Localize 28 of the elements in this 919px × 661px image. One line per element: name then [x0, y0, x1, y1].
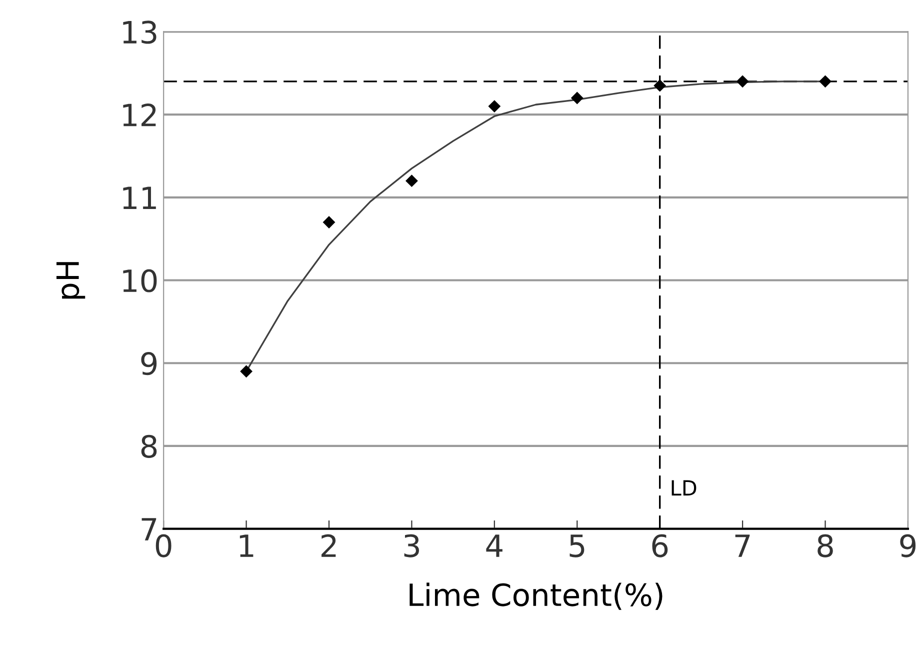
ref-line-label: LD [672, 480, 696, 496]
x-tick-label: 7 [735, 534, 750, 557]
y-tick-label: 13 [123, 20, 156, 44]
y-tick-label: 9 [141, 352, 157, 376]
y-axis-title: pH [56, 262, 86, 299]
point [322, 216, 336, 228]
point [819, 75, 832, 88]
x-tick-label: 4 [486, 534, 502, 557]
y-tick-label: 12 [123, 104, 156, 126]
x-tick-label: 2 [322, 534, 336, 557]
x-tick-label: 3 [404, 534, 419, 558]
x-tick-label: 1 [240, 534, 254, 557]
x-tick-label: 8 [818, 534, 833, 558]
x-axis-title: Lime Content(%) [410, 582, 662, 610]
y-tick-label: 7 [142, 518, 156, 540]
x-tick-label: 5 [570, 534, 584, 558]
point [654, 79, 666, 92]
x-tick-label: 6 [652, 534, 668, 558]
point [488, 100, 501, 112]
y-tick-label: 10 [123, 269, 157, 292]
point [240, 365, 253, 378]
y-tick-label: 11 [123, 186, 156, 210]
point [406, 174, 418, 188]
x-tick-label: 9 [900, 534, 916, 558]
point [570, 92, 584, 104]
y-tick-label: 8 [141, 434, 157, 458]
x-tick-label: 0 [156, 534, 172, 558]
point [736, 75, 749, 88]
